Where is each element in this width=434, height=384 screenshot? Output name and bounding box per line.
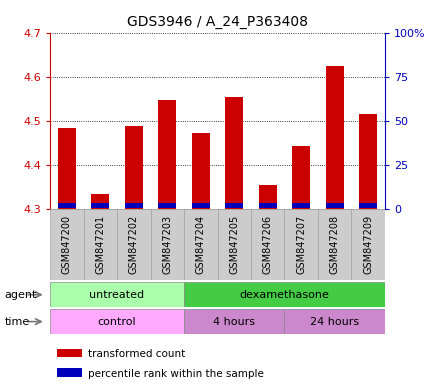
Text: 4 hours: 4 hours bbox=[213, 316, 255, 327]
Text: GSM847206: GSM847206 bbox=[262, 215, 272, 274]
Text: GDS3946 / A_24_P363408: GDS3946 / A_24_P363408 bbox=[127, 15, 307, 29]
Bar bbox=[325, 203, 343, 207]
Bar bbox=[50, 209, 83, 280]
Bar bbox=[325, 66, 343, 209]
Text: transformed count: transformed count bbox=[87, 349, 184, 359]
Bar bbox=[224, 203, 243, 207]
Bar bbox=[117, 209, 150, 280]
Text: GSM847205: GSM847205 bbox=[229, 215, 239, 274]
Bar bbox=[57, 203, 76, 207]
Bar bbox=[184, 309, 284, 334]
Bar bbox=[91, 194, 109, 209]
Bar bbox=[258, 203, 276, 207]
Text: GSM847201: GSM847201 bbox=[95, 215, 105, 274]
Text: control: control bbox=[98, 316, 136, 327]
Bar bbox=[291, 146, 310, 209]
Bar bbox=[224, 97, 243, 209]
Bar bbox=[358, 203, 377, 207]
Bar bbox=[191, 133, 210, 209]
Bar bbox=[124, 126, 143, 209]
Bar bbox=[150, 209, 184, 280]
Bar bbox=[57, 127, 76, 209]
Text: untreated: untreated bbox=[89, 290, 144, 300]
Text: dexamethasone: dexamethasone bbox=[239, 290, 329, 300]
Text: GSM847207: GSM847207 bbox=[296, 215, 306, 274]
Bar bbox=[284, 309, 384, 334]
Bar bbox=[351, 209, 384, 280]
Bar bbox=[50, 309, 184, 334]
Text: time: time bbox=[4, 316, 30, 327]
Text: GSM847200: GSM847200 bbox=[62, 215, 72, 274]
Bar bbox=[158, 100, 176, 209]
Bar bbox=[57, 349, 82, 357]
Text: GSM847203: GSM847203 bbox=[162, 215, 172, 274]
Bar bbox=[184, 209, 217, 280]
Bar bbox=[124, 203, 143, 207]
Bar bbox=[50, 282, 184, 307]
Bar bbox=[91, 203, 109, 207]
Text: percentile rank within the sample: percentile rank within the sample bbox=[87, 369, 263, 379]
Text: agent: agent bbox=[4, 290, 36, 300]
Text: GSM847204: GSM847204 bbox=[195, 215, 205, 274]
Bar bbox=[158, 203, 176, 207]
Text: GSM847208: GSM847208 bbox=[329, 215, 339, 274]
Bar bbox=[217, 209, 250, 280]
Bar bbox=[258, 185, 276, 209]
Bar bbox=[358, 114, 377, 209]
Text: GSM847209: GSM847209 bbox=[362, 215, 372, 274]
Bar bbox=[184, 282, 384, 307]
Bar bbox=[191, 203, 210, 207]
Bar bbox=[57, 368, 82, 377]
Bar bbox=[83, 209, 117, 280]
Bar bbox=[291, 203, 310, 207]
Text: 24 hours: 24 hours bbox=[309, 316, 358, 327]
Bar bbox=[250, 209, 284, 280]
Bar bbox=[317, 209, 351, 280]
Bar bbox=[284, 209, 317, 280]
Text: GSM847202: GSM847202 bbox=[128, 215, 138, 274]
